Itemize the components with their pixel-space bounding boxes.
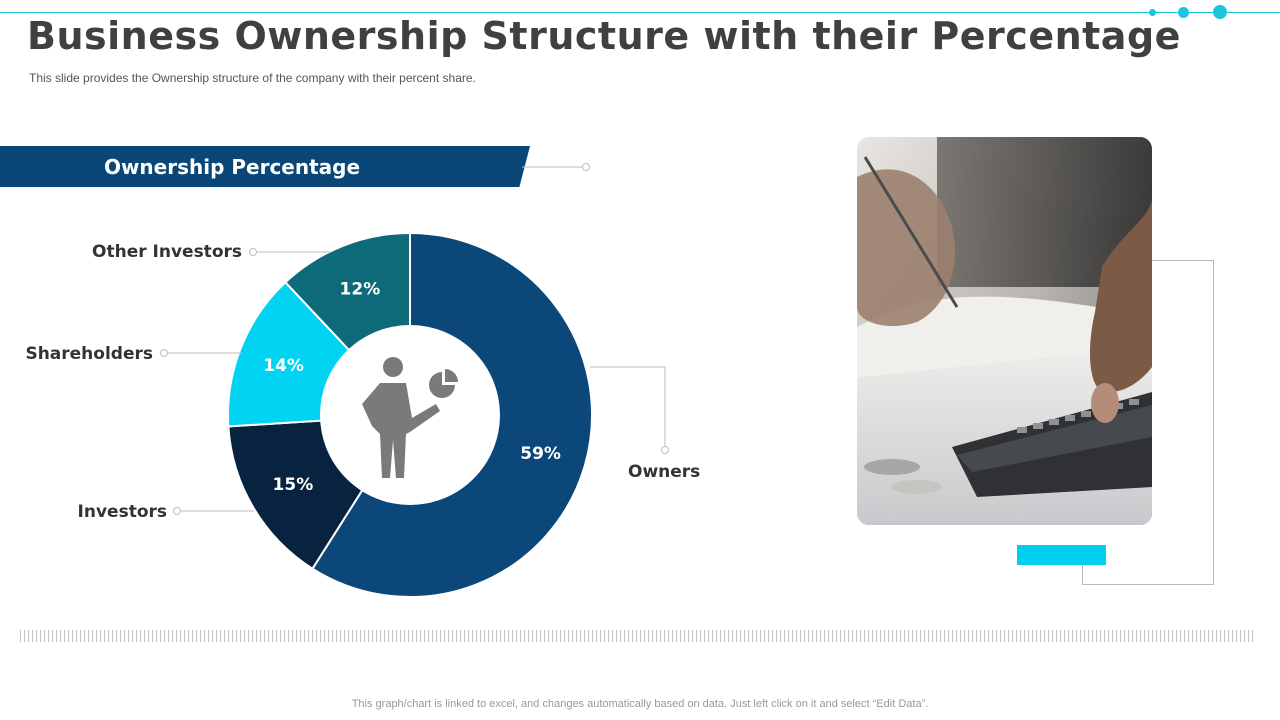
decor-dot-large bbox=[1213, 5, 1227, 19]
accent-cyan-bar bbox=[1017, 545, 1106, 565]
page-subtitle: This slide provides the Ownership struct… bbox=[29, 71, 476, 85]
page-title: Business Ownership Structure with their … bbox=[27, 14, 1181, 58]
photo-frame-line-left bbox=[1082, 565, 1083, 585]
hand-on-calculator-photo bbox=[857, 137, 1152, 525]
decor-dot-medium bbox=[1178, 7, 1189, 18]
decor-dot-small bbox=[1149, 9, 1156, 16]
slice-value-label-investors: 15% bbox=[273, 475, 314, 495]
ownership-donut-chart[interactable]: Other Investors Shareholders Investors O… bbox=[0, 0, 760, 620]
category-label-investors: Investors bbox=[78, 502, 167, 522]
slice-value-label-other-investors: 12% bbox=[340, 280, 381, 300]
footnote: This graph/chart is linked to excel, and… bbox=[351, 698, 929, 710]
photo-frame-line-bottom bbox=[1082, 584, 1214, 585]
photo-frame-line-top bbox=[1152, 260, 1214, 261]
category-label-other-investors: Other Investors bbox=[92, 242, 242, 262]
category-label-owners: Owners bbox=[628, 462, 700, 482]
businessman-with-pie-chart-icon bbox=[362, 357, 458, 478]
chart-banner bbox=[0, 146, 530, 187]
decorative-tick-ruler bbox=[20, 630, 1256, 642]
photo-frame-line-right bbox=[1213, 260, 1214, 585]
slice-value-label-shareholders: 14% bbox=[263, 356, 304, 376]
top-accent-line bbox=[0, 12, 1280, 13]
chart-banner-label: Ownership Percentage bbox=[103, 155, 361, 179]
slice-value-label-owners: 59% bbox=[520, 444, 561, 464]
category-label-shareholders: Shareholders bbox=[25, 344, 153, 364]
